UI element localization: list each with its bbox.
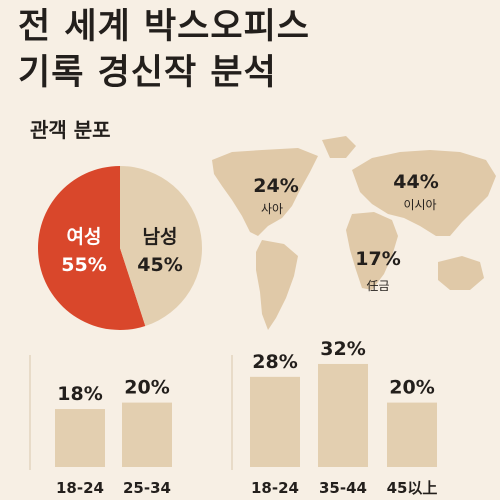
map-africa: [346, 212, 398, 290]
bar: [122, 402, 172, 467]
x-tick-label: 25-34: [123, 479, 171, 497]
x-tick-label: 18-24: [56, 479, 104, 497]
age-bar-chart-right: 28% 18-24 32% 35-44 20% 45以上: [250, 338, 437, 497]
x-tick-label: 45以上: [387, 479, 438, 497]
bar: [55, 409, 105, 467]
gender-pie: 여성 55% 남성 45%: [37, 166, 202, 331]
map-value-label: 44%: [393, 171, 438, 193]
pie-value-label: 55%: [61, 254, 106, 276]
age-bar-chart-left: 18% 18-24 20% 25-34: [55, 377, 172, 497]
bar: [387, 402, 437, 467]
title-line-1: 전 세계 박스오피스: [18, 7, 310, 47]
bar-value-label: 28%: [252, 351, 297, 373]
pie-slice-male: [120, 166, 202, 326]
bar-value-label: 18%: [57, 383, 102, 405]
pie-slice-female: [37, 166, 146, 331]
map-australia: [438, 256, 484, 290]
bar-value-label: 20%: [124, 377, 169, 399]
audience-subtitle: 관객 분포: [30, 118, 111, 142]
map-value-label: 24%: [253, 175, 298, 197]
map-region-label: 이시아: [403, 198, 436, 212]
bar: [250, 376, 300, 467]
map-region-label: 任금: [366, 279, 389, 293]
title-line-2: 기록 경신작 분석: [18, 53, 277, 93]
world-map: [212, 136, 496, 330]
pie-value-label: 45%: [137, 254, 182, 276]
x-tick-label: 35-44: [319, 479, 367, 497]
map-eurasia: [352, 150, 496, 236]
map-north-america: [212, 148, 318, 236]
map-labels: 24% 사아 44% 이시아 17% 任금: [253, 171, 438, 293]
pie-slice-label: 남성: [143, 226, 178, 248]
bar-value-label: 32%: [320, 338, 365, 360]
map-value-label: 17%: [355, 248, 400, 270]
map-greenland: [322, 136, 356, 158]
map-south-america: [256, 240, 298, 330]
x-tick-label: 18-24: [251, 479, 299, 497]
pie-slice-label: 여성: [67, 226, 102, 248]
bar-value-label: 20%: [389, 377, 434, 399]
bar: [318, 363, 368, 467]
page-title: 전 세계 박스오피스 기록 경신작 분석: [18, 4, 488, 96]
map-region-label: 사아: [261, 202, 283, 216]
